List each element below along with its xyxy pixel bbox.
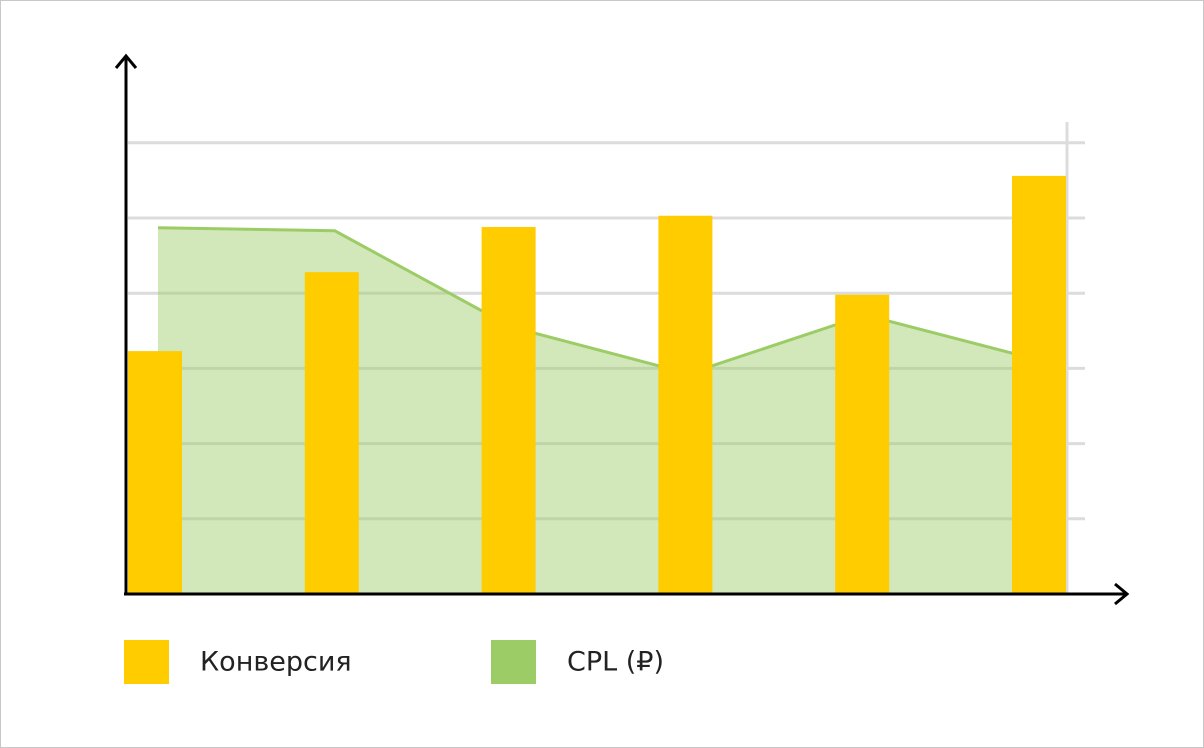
bar: [128, 351, 182, 594]
bar: [481, 227, 536, 595]
grid: [128, 141, 1085, 521]
bar: [304, 272, 359, 594]
x-arrow: [1114, 582, 1130, 606]
legend-swatch: [124, 640, 169, 684]
y-arrow: [114, 53, 138, 69]
legend-label: CPL (₽): [567, 647, 664, 678]
bar: [1012, 175, 1066, 594]
line: [157, 226, 1043, 376]
legend-label: Конверсия: [200, 647, 352, 678]
area-fill: [158, 227, 1042, 594]
axes: [114, 53, 1130, 606]
legend-swatch: [491, 640, 536, 684]
legend: Конверсия CPL (₽): [124, 640, 664, 684]
plot: [128, 175, 1066, 595]
bar: [658, 215, 713, 594]
bar: [835, 294, 890, 594]
